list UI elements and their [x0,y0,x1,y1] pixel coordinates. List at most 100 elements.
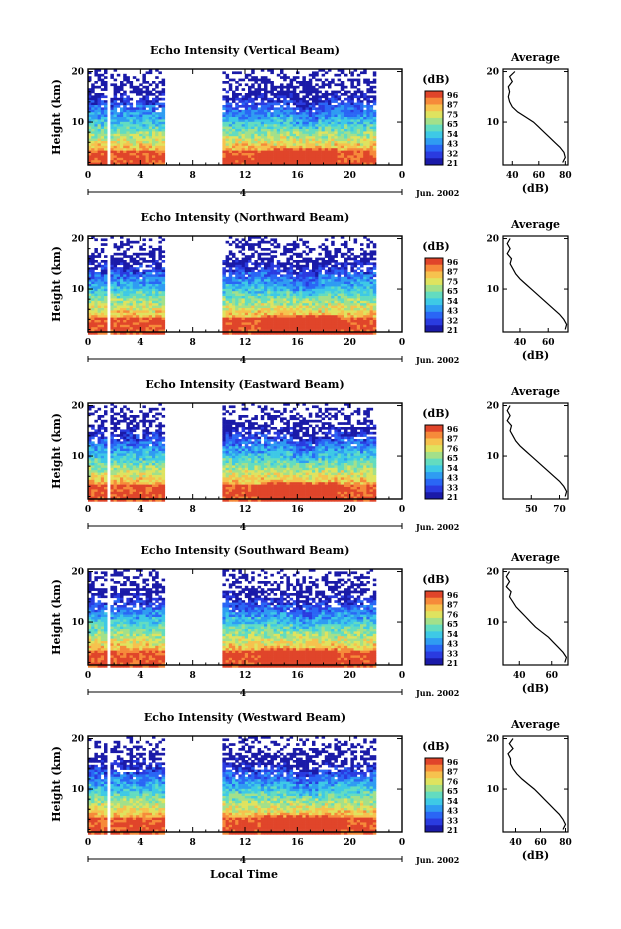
heatmap-cell [222,95,226,99]
heatmap-cell [372,129,377,132]
heatmap-cell [235,284,239,287]
heatmap-cell [372,279,377,282]
heatmap-cell [350,262,354,266]
heatmap-cell [312,105,316,108]
heatmap-cell [132,272,137,275]
heatmap-cell [360,274,364,278]
heatmap-cell [350,300,354,304]
heatmap-cell [120,303,124,306]
heatmap-cell [155,153,159,156]
heatmap-cell [337,129,342,132]
heatmap-cell [264,236,268,239]
heatmap-cell [222,148,226,151]
heatmap-cell [369,267,374,270]
heatmap-cell [100,102,105,106]
heatmap-cell [257,102,262,106]
heatmap-cell [129,107,134,111]
heatmap-cell [126,143,130,147]
heatmap-cell [91,155,95,159]
heatmap-cell [296,262,300,266]
heatmap-cell [91,126,95,130]
heatmap-cell [248,119,252,123]
heatmap-cell [289,269,294,273]
heatmap-cell [305,310,310,314]
heatmap-cell [232,131,236,135]
heatmap-cell [260,153,265,156]
heatmap-cell [110,119,114,123]
heatmap-cell [123,252,127,256]
heatmap-cell [276,126,281,130]
heatmap-cell [244,286,249,290]
heatmap-cell [369,114,374,118]
heatmap-cell [280,296,284,299]
heatmap-cell [126,248,130,251]
heatmap-cell [248,73,252,77]
heatmap-cell [334,303,338,306]
heatmap-cell [267,129,271,132]
heatmap-cell [267,109,271,113]
heatmap-cell [251,288,255,292]
heatmap-cell [222,329,226,333]
heatmap-cell [94,332,98,335]
heatmap-cell [353,136,358,139]
heatmap-cell [276,272,281,275]
heatmap-cell [155,85,159,89]
heatmap-cell [353,95,358,99]
heatmap-cell [97,298,102,302]
heatmap-cell [145,264,150,268]
heatmap-cell [113,117,118,120]
heatmap-cell [91,310,95,314]
heatmap-cell [241,296,246,299]
heatmap-cell [152,252,156,256]
heatmap-cell [232,286,236,290]
heatmap-cell [318,105,322,108]
heatmap-cell [235,269,239,273]
heatmap-cell [91,453,95,457]
heatmap-cell [292,131,297,135]
heatmap-cell [356,145,361,149]
heatmap-cell [260,150,265,154]
heatmap-cell [113,105,118,108]
heatmap-cell [280,129,284,132]
heatmap-cell [328,310,332,314]
heatmap-cell [132,315,137,318]
heatmap-cell [296,81,300,84]
heatmap-cell [132,286,137,290]
heatmap-cell [264,267,268,270]
heatmap-cell [244,145,249,149]
heatmap-cell [123,300,127,304]
heatmap-cell [328,327,332,330]
heatmap-cell [289,124,294,127]
heatmap-cell [360,329,364,333]
heatmap-cell [110,97,114,101]
heatmap-cell [334,260,338,263]
heatmap-cell [126,121,130,125]
heatmap-cell [235,71,239,75]
heatmap-cell [104,102,108,106]
heatmap-cell [337,315,342,318]
heatmap-cell [296,281,300,285]
heatmap-cell [100,305,105,309]
heatmap-cell [267,281,271,285]
heatmap-cell [344,119,348,123]
heatmap-cell [270,276,274,280]
heatmap-cell [328,252,332,256]
heatmap-cell [312,157,316,161]
heatmap-cell [94,291,98,294]
heatmap-cell [340,100,345,103]
heatmap-cell [273,245,278,249]
heatmap-cell [238,119,242,123]
heatmap-cell [363,327,367,330]
heatmap-cell [132,121,137,125]
heatmap-cell [104,71,108,75]
heatmap-cell [283,300,287,304]
heatmap-cell [145,324,150,328]
heatmap-cell [155,272,159,275]
heatmap-cell [257,124,262,127]
heatmap-cell [129,121,134,125]
heatmap-cell [318,95,322,99]
heatmap-cell [260,143,265,147]
heatmap-cell [369,141,374,144]
heatmap-cell [123,157,127,161]
heatmap-cell [308,78,313,82]
